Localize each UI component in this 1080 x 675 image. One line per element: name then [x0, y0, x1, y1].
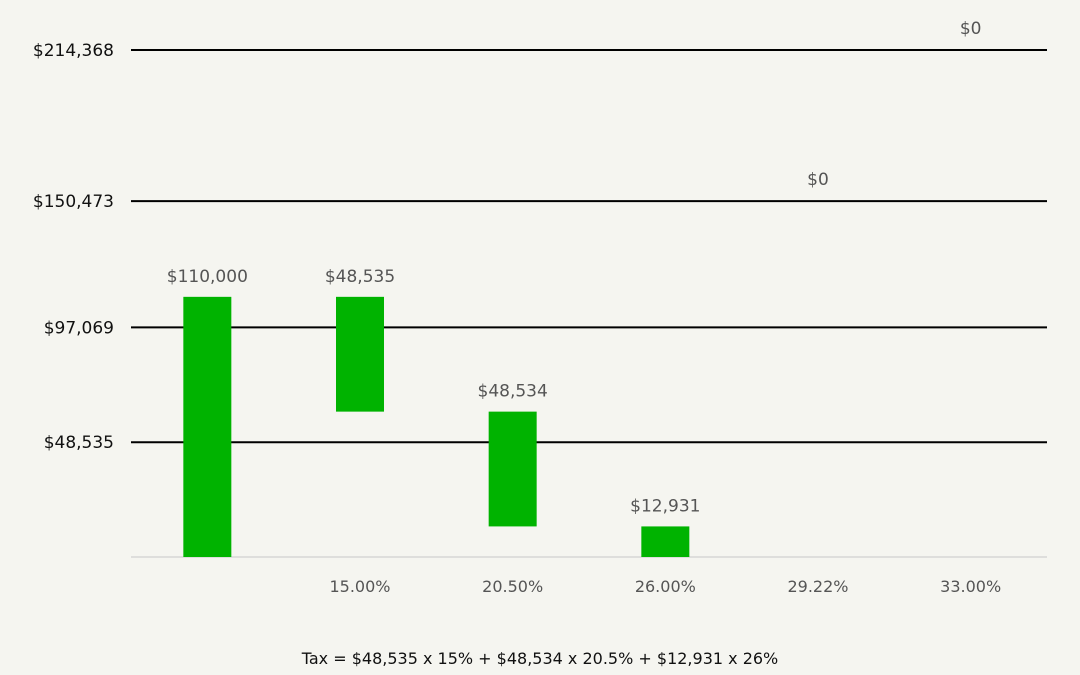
data-label: $48,534	[478, 382, 548, 402]
y-tick-label: $97,069	[44, 318, 114, 338]
x-tick-label: 29.22%	[787, 577, 848, 596]
tax-bracket-chart: $48,535$97,069$150,473$214,368 $110,000 $…	[33, 19, 1047, 596]
bar	[488, 411, 537, 527]
x-tick-label: 20.50%	[482, 577, 543, 596]
data-label: $0	[807, 170, 829, 190]
x-tick-label: 33.00%	[940, 577, 1001, 596]
data-labels: $110,000 $48,535 $48,534 $12,931 $0 $0	[167, 19, 982, 516]
y-tick-label: $48,535	[44, 433, 114, 453]
x-tick-label: 15.00%	[329, 577, 390, 596]
bar	[336, 296, 384, 412]
x-tick-label: 26.00%	[635, 577, 696, 596]
bar	[183, 296, 232, 557]
bars	[183, 296, 690, 557]
bracket-lines: $48,535 $97,069 $150,473 $214,368	[33, 41, 1047, 453]
y-tick-label: $214,368	[33, 41, 114, 61]
x-tick-labels: 15.00% 20.50% 26.00% 29.22% 33.00%	[329, 577, 1001, 596]
data-label: $110,000	[167, 267, 248, 287]
y-tick-label: $150,473	[33, 192, 114, 212]
data-label: $0	[960, 19, 982, 39]
tax-formula: Tax = $48,535 x 15% + $48,534 x 20.5% + …	[301, 649, 779, 668]
data-label: $48,535	[325, 267, 395, 287]
data-label: $12,931	[630, 496, 700, 516]
bar	[641, 526, 690, 557]
